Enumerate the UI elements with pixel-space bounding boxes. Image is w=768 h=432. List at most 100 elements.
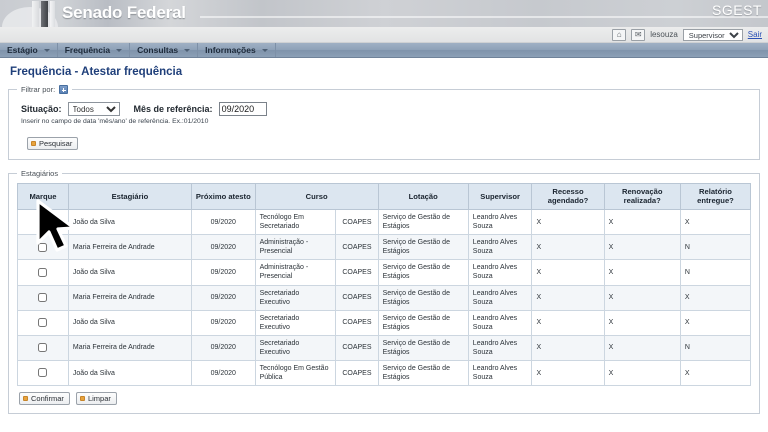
row-select-checkbox[interactable]	[38, 318, 48, 328]
cell-proximo-atesto: 09/2020	[190, 234, 256, 261]
filter-hint: Inserir no campo de data 'mês/ano' de re…	[21, 118, 209, 125]
row-checkbox-cell	[17, 284, 69, 311]
cell-proximo-atesto: 09/2020	[190, 309, 256, 336]
column-header-curso: Curso	[254, 183, 379, 210]
cell-renovacao: X	[603, 259, 681, 286]
menu-item-consultas[interactable]: Consultas	[130, 43, 199, 57]
cell-relatorio: X	[679, 360, 752, 387]
site-title: Senado Federal	[62, 3, 186, 22]
cell-estagiario: Maria Ferreira de Andrade	[67, 284, 192, 311]
mes-referencia-label: Mês de referência:	[133, 104, 213, 114]
search-button[interactable]: Pesquisar	[27, 137, 79, 150]
cell-lotacao: Serviço de Gestão de Estágios	[377, 309, 469, 336]
row-checkbox-cell	[17, 360, 69, 387]
expand-icon[interactable]	[59, 85, 69, 94]
chevron-down-icon	[43, 48, 50, 52]
column-header-estagiario: Estagiário	[67, 183, 192, 210]
confirm-button-label: Confirmar	[31, 394, 64, 404]
cell-curso: Secretariado Executivo	[254, 334, 337, 362]
cell-curso: Secretariado Executivo	[254, 284, 337, 311]
row-checkbox-cell	[17, 334, 69, 362]
cell-recesso: X	[531, 360, 605, 387]
menu-item-label: Consultas	[137, 45, 179, 55]
filter-panel: Filtrar por: Situação: Todos Mês de refe…	[8, 85, 760, 160]
cell-proximo-atesto: 09/2020	[190, 284, 256, 311]
clear-icon	[79, 396, 85, 402]
cell-recesso: X	[531, 334, 605, 362]
form-actions: Confirmar Limpar	[19, 392, 751, 406]
cell-supervisor: Leandro Alves Souza	[467, 284, 533, 311]
mes-referencia-input[interactable]	[218, 102, 267, 116]
row-checkbox-cell	[17, 309, 69, 336]
search-button-label: Pesquisar	[39, 139, 73, 148]
cell-proximo-atesto: 09/2020	[190, 208, 256, 236]
filter-legend-label: Filtrar por:	[21, 85, 56, 94]
cell-relatorio: X	[679, 309, 752, 336]
row-checkbox-cell	[17, 208, 69, 236]
cell-proximo-atesto: 09/2020	[190, 259, 256, 286]
main-menu-bar: Estágio Frequência Consultas Informações	[0, 43, 768, 58]
cell-estagiario: Maria Ferreira de Andrade	[67, 334, 192, 362]
cell-curso: Tecnólogo Em Gestão Pública	[254, 360, 337, 387]
system-name: SGEST	[712, 2, 762, 18]
page-content: Frequência - Atestar frequência Filtrar …	[0, 58, 768, 415]
cell-supervisor: Leandro Alves Souza	[467, 234, 533, 261]
confirm-button[interactable]: Confirmar	[19, 392, 70, 406]
interns-legend: Estagiários	[21, 169, 59, 178]
cell-coapes: COAPES	[335, 259, 379, 286]
row-select-checkbox[interactable]	[38, 242, 48, 252]
menu-filler	[276, 43, 768, 57]
username-label: lesouza	[650, 30, 678, 39]
row-checkbox-cell	[17, 259, 69, 286]
cell-curso: Tecnólogo Em Secretariado	[254, 208, 337, 236]
cell-relatorio: N	[679, 234, 752, 261]
cell-renovacao: X	[603, 360, 681, 387]
row-select-checkbox[interactable]	[38, 368, 48, 378]
cell-coapes: COAPES	[335, 334, 379, 362]
table-row: João da Silva 09/2020 Secretariado Executi…	[17, 309, 752, 336]
cell-lotacao: Serviço de Gestão de Estágios	[377, 259, 469, 286]
cell-relatorio: X	[679, 208, 752, 236]
cell-relatorio: N	[679, 334, 752, 362]
home-icon[interactable]: ⌂	[612, 28, 627, 41]
cell-coapes: COAPES	[335, 234, 379, 261]
cell-renovacao: X	[603, 234, 681, 261]
congress-tower-middle-graphic	[41, 1, 48, 27]
chevron-down-icon	[261, 48, 268, 52]
logout-link[interactable]: Sair	[747, 30, 762, 39]
menu-item-frequencia[interactable]: Frequência	[58, 43, 131, 57]
menu-item-label: Informações	[205, 45, 256, 55]
search-button-wrap: Pesquisar	[27, 133, 751, 151]
cell-coapes: COAPES	[335, 360, 379, 387]
menu-item-informacoes[interactable]: Informações	[198, 43, 276, 57]
row-select-checkbox[interactable]	[38, 292, 48, 302]
row-select-checkbox[interactable]	[38, 217, 48, 227]
situacao-select[interactable]: Todos	[67, 102, 120, 116]
role-select[interactable]: Supervisor	[682, 28, 743, 41]
cell-recesso: X	[531, 259, 605, 286]
cell-curso: Administração - Presencial	[254, 234, 337, 261]
cell-lotacao: Serviço de Gestão de Estágios	[377, 360, 469, 387]
filter-legend: Filtrar por:	[17, 85, 72, 94]
row-select-checkbox[interactable]	[38, 267, 48, 277]
cell-coapes: COAPES	[335, 309, 379, 336]
chevron-down-icon	[184, 48, 191, 52]
clear-button[interactable]: Limpar	[75, 392, 117, 406]
cell-proximo-atesto: 09/2020	[190, 360, 256, 387]
page-title: Frequência - Atestar frequência	[10, 66, 183, 78]
site-banner: Senado Federal SGEST	[0, 0, 768, 27]
menu-item-label: Frequência	[64, 45, 111, 55]
congress-tower-right-graphic	[50, 1, 55, 27]
cell-estagiario: João da Silva	[67, 208, 192, 236]
cell-renovacao: X	[603, 334, 681, 362]
row-checkbox-cell	[17, 234, 69, 261]
row-select-checkbox[interactable]	[38, 343, 48, 353]
mail-icon[interactable]: ✉	[631, 28, 646, 41]
table-row: Maria Ferreira de Andrade 09/2020 Secretar…	[17, 334, 752, 362]
column-header-proximo-atesto: Próximo atesto	[190, 183, 256, 210]
menu-item-estagio[interactable]: Estágio	[0, 43, 58, 57]
cell-lotacao: Serviço de Gestão de Estágios	[377, 234, 469, 261]
cell-renovacao: X	[603, 284, 681, 311]
column-header-supervisor: Supervisor	[467, 183, 533, 210]
table-row: Maria Ferreira de Andrade 09/2020 Administ…	[17, 234, 752, 261]
